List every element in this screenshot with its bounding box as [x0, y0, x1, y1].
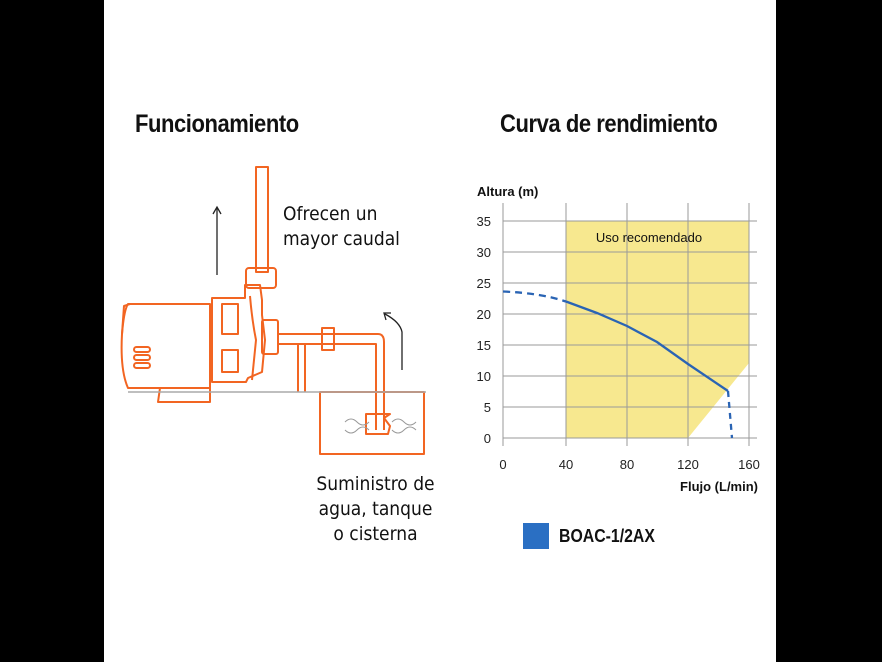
flow-arrow-up-icon	[212, 205, 222, 275]
caption-top: Ofrecen un mayor caudal	[283, 202, 400, 252]
svg-text:120: 120	[677, 457, 699, 472]
chart-legend: BOAC-1/2AX	[523, 523, 668, 549]
pump-icon	[120, 166, 425, 455]
svg-text:25: 25	[477, 276, 491, 291]
svg-text:0: 0	[499, 457, 506, 472]
legend-label: BOAC-1/2AX	[559, 525, 655, 546]
svg-text:40: 40	[559, 457, 573, 472]
water-waves-icon	[344, 418, 417, 434]
curve-boac	[502, 290, 734, 439]
legend-swatch	[523, 523, 549, 549]
svg-text:10: 10	[477, 369, 491, 384]
curva-title: Curva de rendimiento	[500, 110, 718, 138]
recommended-region	[566, 221, 749, 438]
caption-bottom-line1: Suministro de	[316, 473, 435, 495]
y-axis-label: Altura (m)	[477, 184, 538, 199]
caption-bottom-line2: agua, tanque	[318, 498, 433, 520]
svg-text:0: 0	[484, 431, 491, 446]
svg-text:20: 20	[477, 307, 491, 322]
svg-text:15: 15	[477, 338, 491, 353]
caption-top-line1: Ofrecen un	[283, 203, 378, 225]
y-tick-labels: 0 5 10 15 20 25 30 35	[477, 214, 491, 446]
region-label: Uso recomendado	[596, 230, 702, 245]
caption-top-line2: mayor caudal	[283, 228, 400, 250]
funcionamiento-title: Funcionamiento	[135, 110, 299, 138]
x-axis-label: Flujo (L/min)	[680, 479, 758, 494]
svg-text:160: 160	[738, 457, 760, 472]
caption-bottom-line3: o cisterna	[333, 523, 418, 545]
x-tick-labels: 0 40 80 120 160	[499, 457, 759, 472]
flow-arrow-curved-icon	[383, 312, 403, 370]
svg-text:30: 30	[477, 245, 491, 260]
svg-text:35: 35	[477, 214, 491, 229]
chart-grid	[502, 203, 757, 446]
caption-bottom: Suministro de agua, tanque o cisterna	[308, 472, 443, 547]
svg-text:80: 80	[620, 457, 634, 472]
svg-text:5: 5	[484, 400, 491, 415]
